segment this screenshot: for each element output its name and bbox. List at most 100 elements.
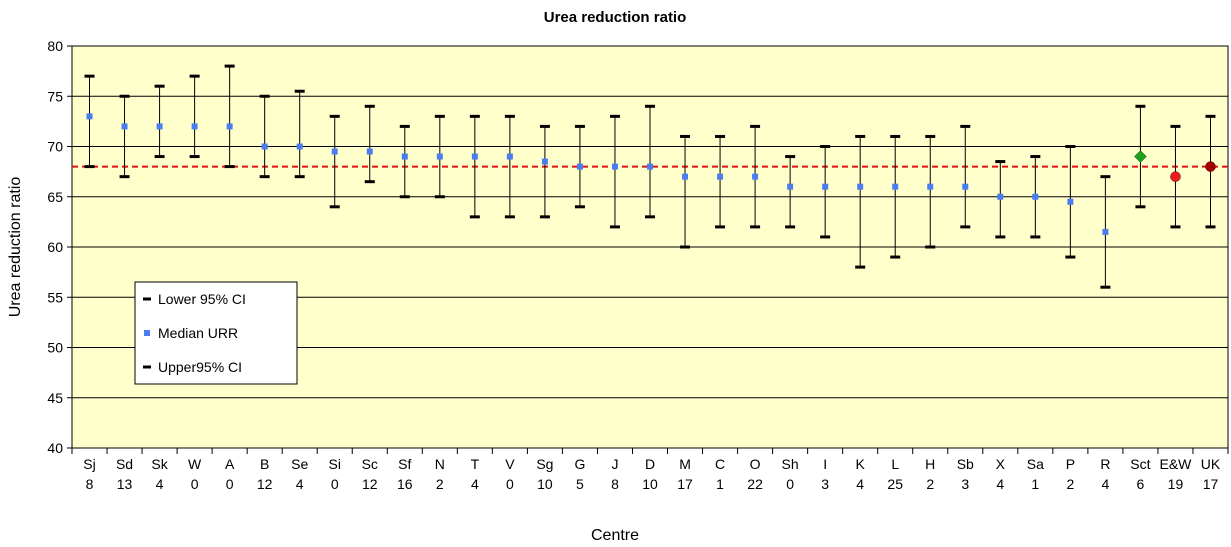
x-category-count: 1 (716, 476, 724, 492)
x-category-label: G (574, 456, 585, 472)
x-category-label: Sj (83, 456, 95, 472)
lower-ci-mark (995, 235, 1006, 239)
x-category-label: W (188, 456, 202, 472)
median-point (997, 193, 1004, 200)
x-category-count: 0 (786, 476, 794, 492)
upper-ci-mark (574, 124, 585, 128)
y-tick-label: 55 (47, 289, 63, 305)
median-point (822, 183, 829, 190)
x-category-label: I (823, 456, 827, 472)
lower-ci-mark (1205, 225, 1216, 229)
x-category-count: 4 (856, 476, 864, 492)
upper-ci-mark (925, 134, 936, 138)
upper-ci-mark (364, 104, 375, 108)
legend-swatch (143, 297, 151, 301)
x-category-count: 16 (397, 476, 413, 492)
median-point (576, 163, 583, 170)
y-axis-label: Urea reduction ratio (7, 177, 24, 318)
x-category-label: T (471, 456, 480, 472)
x-category-count: 4 (471, 476, 479, 492)
x-category-label: Sct (1130, 456, 1150, 472)
lower-ci-mark (609, 225, 620, 229)
upper-ci-mark (1030, 155, 1041, 159)
median-point (927, 183, 934, 190)
x-category-count: 0 (506, 476, 514, 492)
upper-ci-mark (259, 94, 270, 98)
x-category-count: 5 (576, 476, 584, 492)
lower-ci-mark (1100, 285, 1111, 289)
lower-ci-mark (1170, 225, 1181, 229)
x-category-count: 0 (226, 476, 234, 492)
x-category-label: Se (291, 456, 308, 472)
x-category-label: P (1066, 456, 1075, 472)
x-category-count: 4 (156, 476, 164, 492)
x-category-label: A (225, 456, 235, 472)
lower-ci-mark (294, 175, 305, 179)
lower-ci-mark (504, 215, 515, 219)
x-category-label: B (260, 456, 269, 472)
x-category-label: UK (1201, 456, 1221, 472)
x-category-count: 17 (677, 476, 693, 492)
x-category-count: 25 (887, 476, 903, 492)
y-tick-label: 75 (47, 88, 63, 104)
x-category-count: 12 (257, 476, 273, 492)
upper-ci-mark (329, 114, 340, 118)
y-tick-label: 65 (47, 189, 63, 205)
lower-ci-mark (1135, 205, 1146, 209)
median-point (261, 143, 268, 150)
x-category-count: 4 (296, 476, 304, 492)
lower-ci-mark (820, 235, 831, 239)
upper-ci-mark (1205, 114, 1216, 118)
x-category-label: J (611, 456, 618, 472)
upper-ci-mark (434, 114, 445, 118)
legend: Lower 95% CI Median URR Upper95% CI (134, 281, 298, 385)
x-category-count: 3 (961, 476, 969, 492)
lower-ci-mark (925, 245, 936, 249)
x-category-label: E&W (1160, 456, 1193, 472)
lower-ci-mark (574, 205, 585, 209)
upper-ci-mark (1100, 175, 1111, 179)
lower-ci-mark (189, 155, 200, 159)
median-point (296, 143, 303, 150)
lower-ci-mark (785, 225, 796, 229)
x-category-label: R (1100, 456, 1110, 472)
lower-ci-mark (154, 155, 165, 159)
median-point (611, 163, 618, 170)
upper-ci-mark (294, 89, 305, 93)
chart-title: Urea reduction ratio (544, 9, 687, 26)
upper-ci-mark (960, 124, 971, 128)
median-point (962, 183, 969, 190)
upper-ci-mark (645, 104, 655, 108)
x-category-count: 8 (611, 476, 619, 492)
x-axis-ticks: Sj8Sd13Sk4W0A0B12Se4Si0Sc12Sf16N2T4V0Sg1… (71, 448, 1229, 492)
lower-ci-mark (715, 225, 726, 229)
x-category-label: V (505, 456, 515, 472)
upper-ci-mark (680, 134, 691, 138)
legend-box (134, 281, 298, 385)
lower-ci-mark (224, 165, 235, 169)
median-point (1170, 171, 1181, 182)
upper-ci-mark (1170, 124, 1181, 128)
median-point (1134, 150, 1147, 163)
x-category-count: 0 (191, 476, 199, 492)
lower-ci-mark (680, 245, 691, 249)
median-point (86, 113, 93, 120)
upper-ci-mark (1065, 145, 1076, 148)
upper-ci-mark (154, 84, 165, 88)
x-category-label: X (996, 456, 1006, 472)
upper-ci-mark (995, 160, 1006, 164)
median-point (191, 123, 198, 130)
median-point (1205, 161, 1216, 172)
upper-ci-mark (820, 145, 831, 148)
x-category-label: Si (329, 456, 341, 472)
median-point (226, 123, 233, 130)
lower-ci-mark (469, 215, 480, 219)
lower-ci-mark (750, 225, 761, 229)
median-points (86, 113, 1216, 235)
median-point (1067, 198, 1074, 205)
x-category-count: 4 (1101, 476, 1109, 492)
median-point (541, 158, 548, 165)
median-point (892, 183, 899, 190)
x-category-count: 3 (821, 476, 829, 492)
